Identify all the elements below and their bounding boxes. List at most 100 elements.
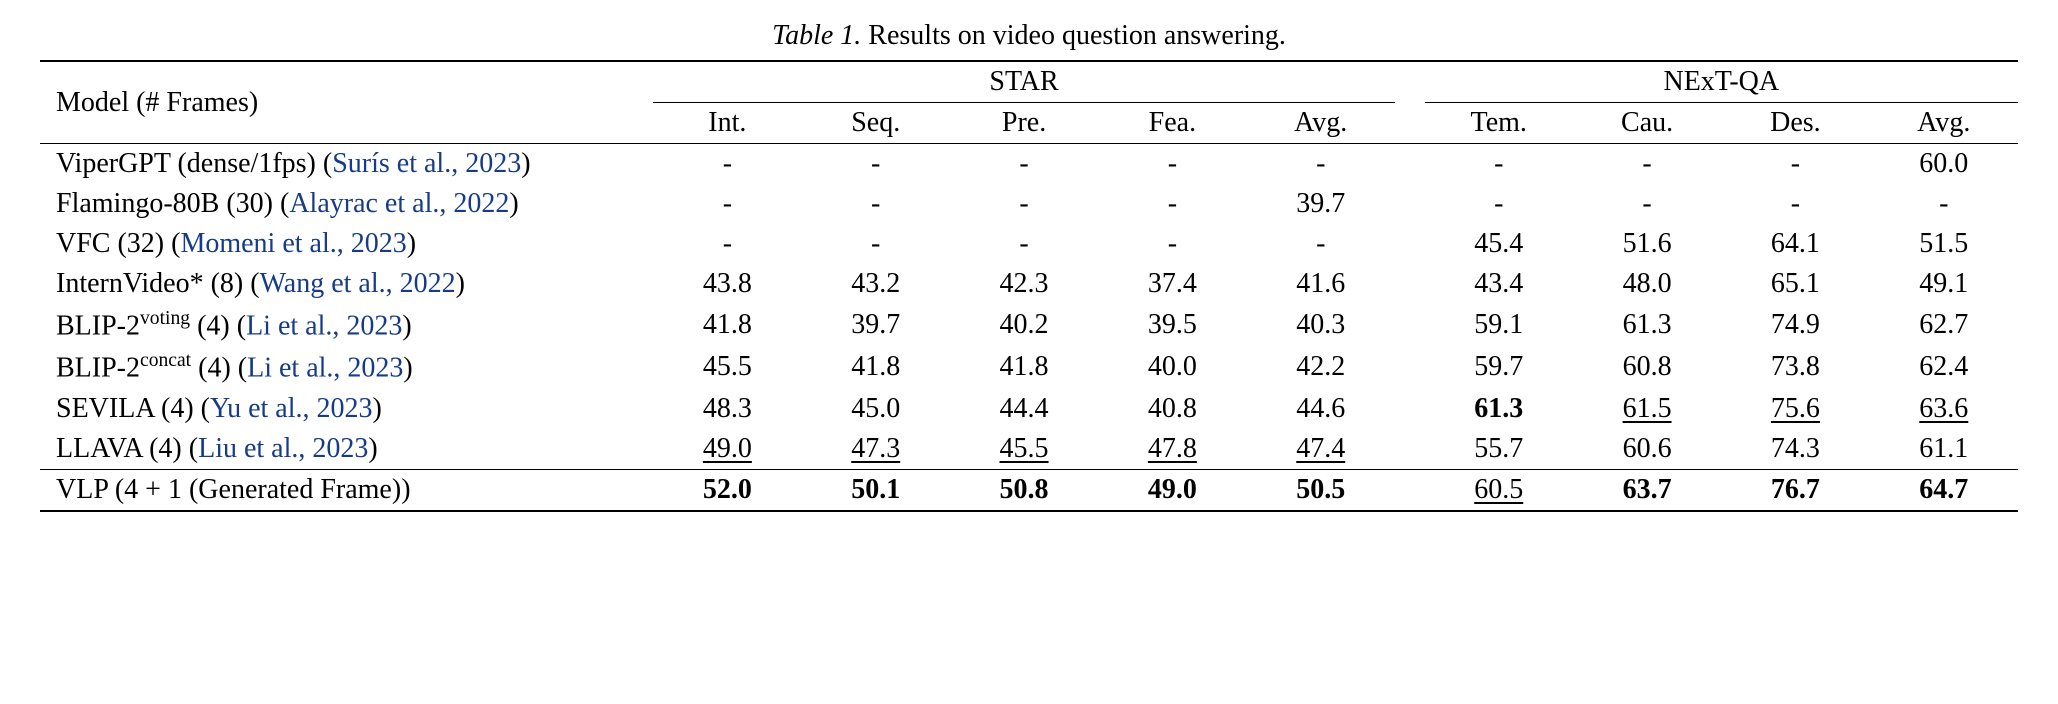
cell: - xyxy=(1098,184,1246,224)
cell: 41.6 xyxy=(1247,264,1395,304)
citation[interactable]: Surís et al., 2023 xyxy=(332,148,521,179)
table-row: BLIP-2concat (4) (Li et al., 2023)45.541… xyxy=(40,346,2018,388)
cell: 75.6 xyxy=(1721,389,1869,429)
header-model: Model (# Frames) xyxy=(40,61,653,144)
cell: 41.8 xyxy=(802,346,950,388)
cell: - xyxy=(802,144,950,185)
cell: 60.6 xyxy=(1573,429,1721,470)
cell: 49.0 xyxy=(653,429,801,470)
cell: 64.1 xyxy=(1721,224,1869,264)
cell: 47.4 xyxy=(1247,429,1395,470)
cell: 39.7 xyxy=(802,304,950,346)
cell: 49.1 xyxy=(1870,264,2018,304)
col-avg1: Avg. xyxy=(1247,103,1395,144)
citation[interactable]: Li et al., 2023 xyxy=(246,310,402,341)
cell: 65.1 xyxy=(1721,264,1869,304)
cell: 44.6 xyxy=(1247,389,1395,429)
citation[interactable]: Yu et al., 2023 xyxy=(210,393,373,424)
cell: 59.1 xyxy=(1425,304,1573,346)
cell: 45.5 xyxy=(653,346,801,388)
cell: 45.4 xyxy=(1425,224,1573,264)
cell: 42.2 xyxy=(1247,346,1395,388)
cell: 43.8 xyxy=(653,264,801,304)
table-row: Flamingo-80B (30) (Alayrac et al., 2022)… xyxy=(40,184,2018,224)
cell: 52.0 xyxy=(653,469,801,511)
cell: 50.8 xyxy=(950,469,1098,511)
cell: - xyxy=(653,224,801,264)
cell: 76.7 xyxy=(1721,469,1869,511)
cell: - xyxy=(802,184,950,224)
model-name: VLP (4 + 1 (Generated Frame)) xyxy=(40,469,653,511)
cell: 50.1 xyxy=(802,469,950,511)
cell: 42.3 xyxy=(950,264,1098,304)
cell: - xyxy=(1573,184,1721,224)
cell: 74.9 xyxy=(1721,304,1869,346)
cell: 47.8 xyxy=(1098,429,1246,470)
cell: - xyxy=(1098,144,1246,185)
table-row: VLP (4 + 1 (Generated Frame)) 52.0 50.1 … xyxy=(40,469,2018,511)
caption-text: Results on video question answering. xyxy=(868,20,1286,51)
cell: - xyxy=(1721,144,1869,185)
cell: 60.5 xyxy=(1425,469,1573,511)
col-seq: Seq. xyxy=(802,103,950,144)
cell: 39.7 xyxy=(1247,184,1395,224)
citation[interactable]: Liu et al., 2023 xyxy=(198,433,368,464)
cell: 61.3 xyxy=(1425,389,1573,429)
cell: - xyxy=(1247,224,1395,264)
cell: 73.8 xyxy=(1721,346,1869,388)
model-name: BLIP-2concat (4) (Li et al., 2023) xyxy=(40,346,653,388)
citation[interactable]: Alayrac et al., 2022 xyxy=(289,188,509,219)
cell: 51.6 xyxy=(1573,224,1721,264)
model-name: Flamingo-80B (30) (Alayrac et al., 2022) xyxy=(40,184,653,224)
model-name: ViperGPT (dense/1fps) (Surís et al., 202… xyxy=(40,144,653,185)
cell: - xyxy=(802,224,950,264)
cell: - xyxy=(1247,144,1395,185)
cell: 61.5 xyxy=(1573,389,1721,429)
citation[interactable]: Momeni et al., 2023 xyxy=(180,228,406,259)
cell: 61.1 xyxy=(1870,429,2018,470)
cell: 61.3 xyxy=(1573,304,1721,346)
cell: 43.2 xyxy=(802,264,950,304)
col-pre: Pre. xyxy=(950,103,1098,144)
model-name: VFC (32) (Momeni et al., 2023) xyxy=(40,224,653,264)
table-row: LLAVA (4) (Liu et al., 2023)49.047.345.5… xyxy=(40,429,2018,470)
col-avg2: Avg. xyxy=(1870,103,2018,144)
cell: 40.0 xyxy=(1098,346,1246,388)
table-row: VFC (32) (Momeni et al., 2023)-----45.45… xyxy=(40,224,2018,264)
cell: 44.4 xyxy=(950,389,1098,429)
results-table: Model (# Frames) STAR NExT-QA Int. Seq. … xyxy=(40,60,2018,512)
model-name: SEVILA (4) (Yu et al., 2023) xyxy=(40,389,653,429)
cell: 43.4 xyxy=(1425,264,1573,304)
model-name: BLIP-2voting (4) (Li et al., 2023) xyxy=(40,304,653,346)
cell: 45.0 xyxy=(802,389,950,429)
cell: - xyxy=(950,144,1098,185)
citation[interactable]: Li et al., 2023 xyxy=(247,353,403,384)
cell: - xyxy=(653,144,801,185)
model-name: InternVideo* (8) (Wang et al., 2022) xyxy=(40,264,653,304)
col-fea: Fea. xyxy=(1098,103,1246,144)
cell: 60.0 xyxy=(1870,144,2018,185)
cell: 55.7 xyxy=(1425,429,1573,470)
cell: 41.8 xyxy=(653,304,801,346)
caption-label: Table 1. xyxy=(772,20,861,51)
table-row: ViperGPT (dense/1fps) (Surís et al., 202… xyxy=(40,144,2018,185)
cell: - xyxy=(653,184,801,224)
cell: 64.7 xyxy=(1870,469,2018,511)
header-group-nextqa: NExT-QA xyxy=(1425,61,2018,103)
cell: 50.5 xyxy=(1247,469,1395,511)
cell: 62.4 xyxy=(1870,346,2018,388)
cell: 39.5 xyxy=(1098,304,1246,346)
col-cau: Cau. xyxy=(1573,103,1721,144)
model-name: LLAVA (4) (Liu et al., 2023) xyxy=(40,429,653,470)
cell: - xyxy=(1425,144,1573,185)
cell: 48.3 xyxy=(653,389,801,429)
cell: - xyxy=(1098,224,1246,264)
cell: - xyxy=(1573,144,1721,185)
citation[interactable]: Wang et al., 2022 xyxy=(260,268,456,299)
col-tem: Tem. xyxy=(1425,103,1573,144)
cell: 63.6 xyxy=(1870,389,2018,429)
table-caption: Table 1. Results on video question answe… xyxy=(40,20,2018,52)
table-row: BLIP-2voting (4) (Li et al., 2023)41.839… xyxy=(40,304,2018,346)
cell: 37.4 xyxy=(1098,264,1246,304)
cell: - xyxy=(1425,184,1573,224)
